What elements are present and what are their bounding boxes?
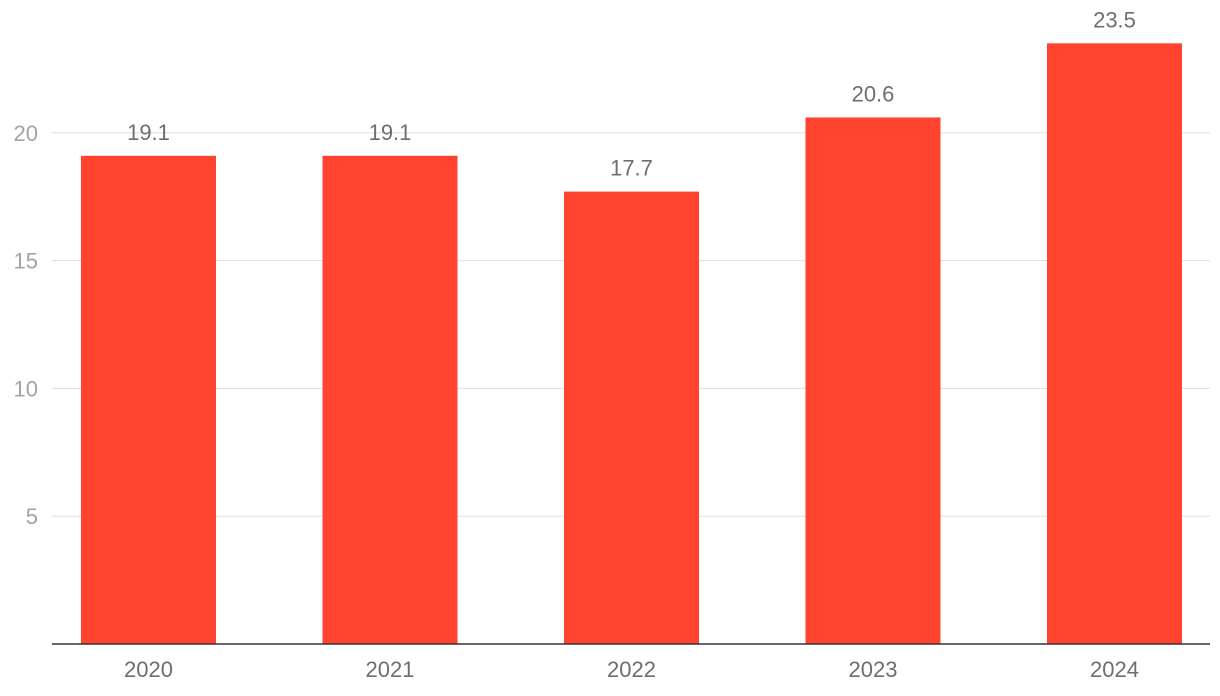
- data-label-2024: 23.5: [1093, 7, 1136, 32]
- x-axis-ticks: 2020 2021 2022 2023 2024: [124, 657, 1139, 682]
- bars: [81, 43, 1182, 645]
- x-tick-label-2023: 2023: [849, 657, 898, 682]
- data-label-2021: 19.1: [369, 120, 412, 145]
- y-tick-label-15: 15: [14, 249, 38, 274]
- x-tick-label-2022: 2022: [607, 657, 656, 682]
- data-labels: 19.1 19.1 17.7 20.6 23.5: [127, 7, 1136, 180]
- x-tick-label-2024: 2024: [1090, 657, 1139, 682]
- bar-2024: [1047, 43, 1182, 644]
- x-tick-label-2021: 2021: [366, 657, 415, 682]
- data-label-2022: 17.7: [610, 156, 653, 181]
- bar-2021: [322, 155, 458, 644]
- bar-2020: [81, 155, 216, 644]
- y-tick-label-5: 5: [26, 504, 38, 529]
- data-label-2020: 19.1: [127, 120, 170, 145]
- y-axis-ticks: 5 10 15 20: [14, 121, 38, 529]
- y-tick-label-10: 10: [14, 376, 38, 401]
- bar-2022: [564, 191, 699, 644]
- data-label-2023: 20.6: [852, 81, 895, 106]
- x-tick-label-2020: 2020: [124, 657, 173, 682]
- bar-2023: [805, 117, 941, 645]
- y-tick-label-20: 20: [14, 121, 38, 146]
